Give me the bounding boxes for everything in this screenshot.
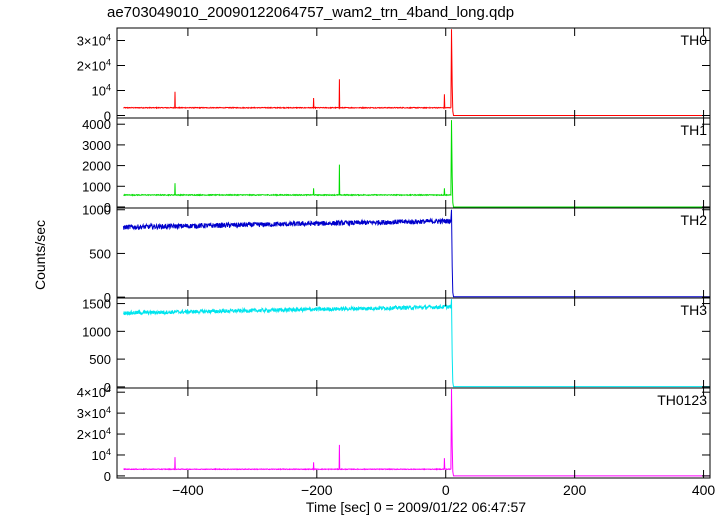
- panel-frame-th0: [116, 27, 711, 119]
- panel-frame-th0123: [116, 387, 711, 479]
- panel-frame-th1: [116, 117, 711, 209]
- y-tick-label-th0123: 3×104: [77, 405, 111, 421]
- y-tick-label-th0: 0: [104, 109, 111, 124]
- y-tick-label-th3: 500: [89, 352, 111, 367]
- y-tick-label-th3: 0: [104, 380, 111, 395]
- chart-title: ae703049010_20090122064757_wam2_trn_4ban…: [107, 4, 515, 21]
- x-tick-label: 0: [442, 482, 450, 498]
- y-tick-label-th0123: 0: [104, 469, 111, 484]
- x-tick-label: −200: [301, 482, 333, 498]
- y-tick-label-th3: 1500: [82, 297, 111, 312]
- series-line-th1: [123, 120, 710, 208]
- series-line-th0: [123, 29, 710, 116]
- y-tick-label-th0123: 2×104: [77, 426, 111, 442]
- y-tick-label-th0: 104: [92, 83, 111, 99]
- y-tick-label-th1: 2000: [82, 159, 111, 174]
- x-tick-label: −400: [172, 482, 204, 498]
- panel-label-th0: TH0: [681, 32, 708, 48]
- y-tick-label-th1: 4000: [82, 117, 111, 132]
- y-tick-label-th3: 1000: [82, 324, 111, 339]
- panel-label-th1: TH1: [681, 122, 708, 138]
- series-line-th2: [122, 209, 710, 298]
- y-tick-label-th2: 500: [89, 246, 111, 261]
- series-line-th3: [122, 299, 710, 388]
- y-tick-label-th0123: 4×104: [77, 384, 111, 400]
- y-tick-label-th1: 3000: [82, 138, 111, 153]
- panel-label-th3: TH3: [681, 302, 708, 318]
- y-tick-label-th2: 1000: [82, 203, 111, 218]
- y-tick-label-th2: 0: [104, 290, 111, 305]
- y-tick-label-th1: 0: [104, 200, 111, 215]
- x-axis-label: Time [sec] 0 = 2009/01/22 06:47:57: [305, 499, 527, 515]
- panel-label-th2: TH2: [681, 212, 708, 228]
- y-tick-label-th0: 2×104: [77, 58, 111, 74]
- y-tick-label-th1: 1000: [82, 179, 111, 194]
- y-tick-label-th0123: 104: [92, 447, 111, 463]
- x-tick-label: 200: [563, 482, 587, 498]
- panel-label-th0123: TH0123: [657, 392, 707, 408]
- series-line-th0123: [123, 388, 710, 477]
- y-tick-label-th0: 3×104: [77, 33, 111, 49]
- x-tick-label: 400: [692, 482, 716, 498]
